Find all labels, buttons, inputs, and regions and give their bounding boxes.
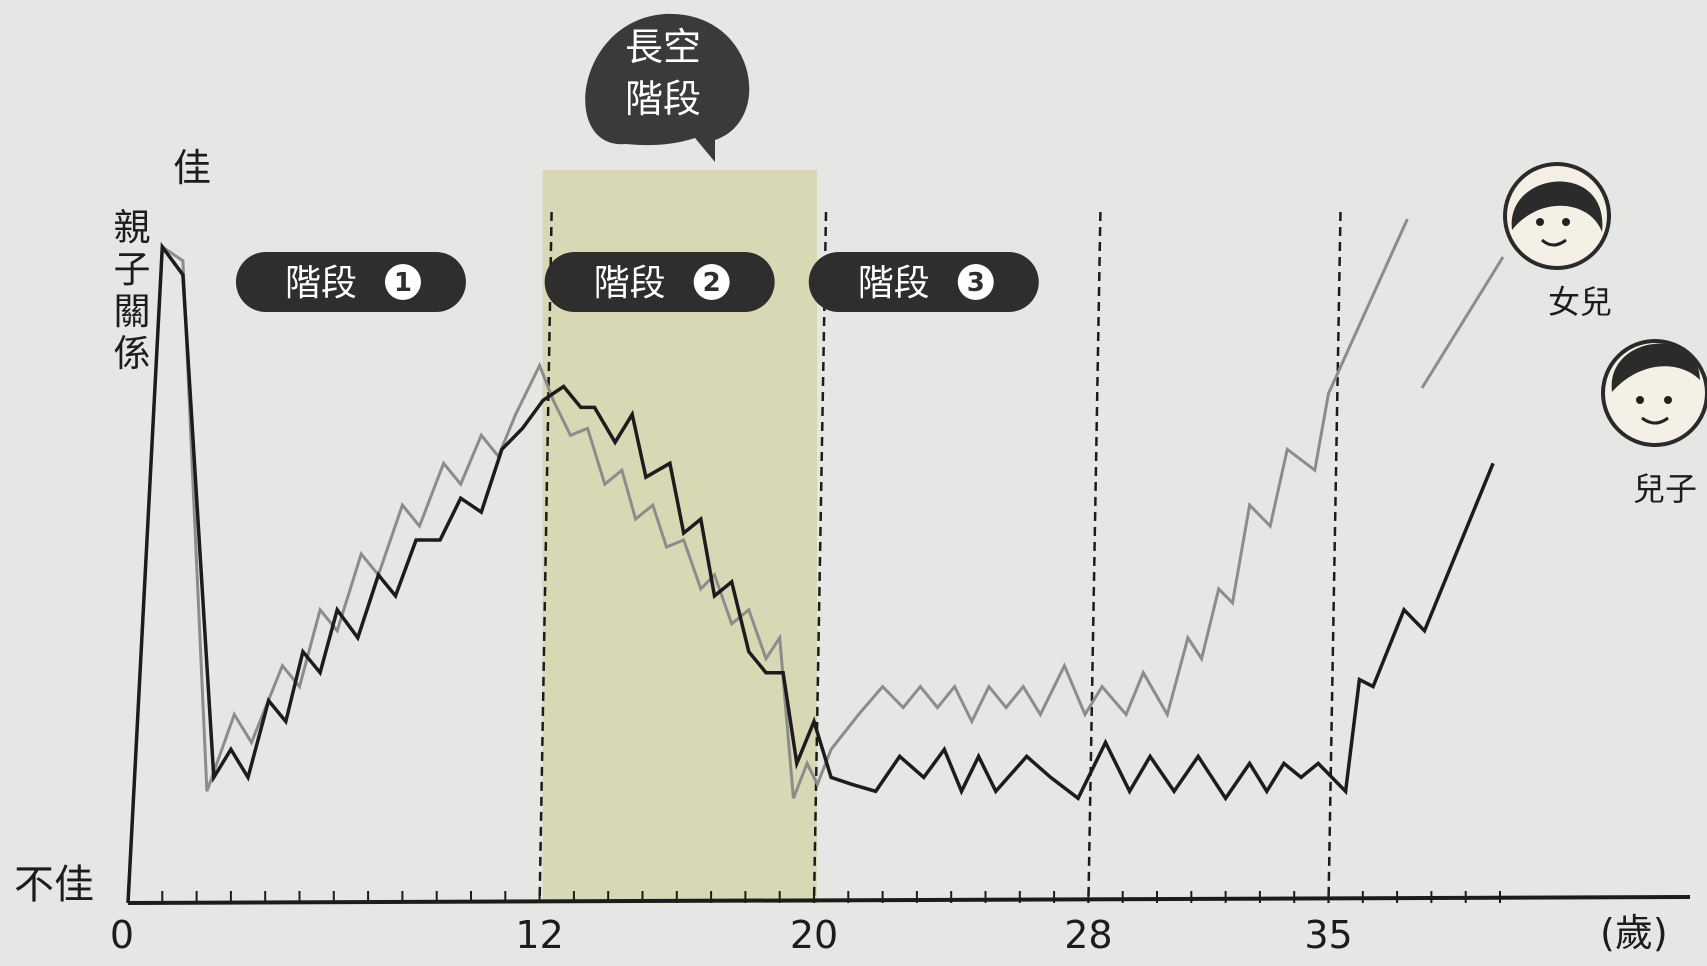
stage-number-1: 1 [394,268,412,298]
stage-pill-2: 階段 2 [544,252,775,312]
series-line-son [126,241,1495,904]
x-axis-line [127,895,1691,905]
bubble-text-line1: 長空 [625,25,701,69]
legend-son: 兒子 [1601,339,1707,508]
stage-pills: 階段 1 階段 2 階段 3 [235,252,1039,312]
stage-pill-3: 階段 3 [808,252,1039,312]
stage-label-3: 階段 [858,263,930,304]
series-line-daughter [126,218,1409,904]
dashed-line-12 [538,211,553,904]
stage-number-2: 2 [703,268,721,298]
x-tick-label-0: 0 [110,913,134,957]
stage-number-3: 3 [967,268,985,298]
x-unit-label: (歲) [1600,911,1668,955]
son-hair [1611,343,1700,392]
series-lines [126,218,1495,904]
legend-daughter: 女兒 [1420,162,1612,389]
dashed-line-28 [1087,211,1102,904]
stage-pill-1: 階段 1 [235,252,466,312]
daughter-hair [1511,181,1603,232]
x-tick-label-12: 12 [515,913,563,957]
x-tick-labels: 0 12 20 28 35 [110,913,1353,957]
son-legend-label: 兒子 [1633,470,1697,508]
y-bottom-label: 不佳 [14,862,94,908]
x-tick-label-35: 35 [1304,913,1352,957]
dashed-divider-group [538,211,1342,904]
y-top-label: 佳 [173,146,211,190]
dashed-line-20 [812,211,828,904]
y-axis-label: 親子關係 [114,206,151,375]
dashed-line-35 [1327,211,1342,904]
bubble-text-line2: 階段 [625,77,701,121]
speech-bubble: 長空 階段 [585,13,750,162]
x-tick-label-20: 20 [790,913,838,957]
stage-label-1: 階段 [285,263,357,304]
x-tick-marks [161,891,1501,903]
axes [127,895,1691,905]
x-tick-label-28: 28 [1064,913,1112,957]
stage-label-2: 階段 [594,263,666,304]
daughter-legend-label: 女兒 [1548,283,1612,321]
